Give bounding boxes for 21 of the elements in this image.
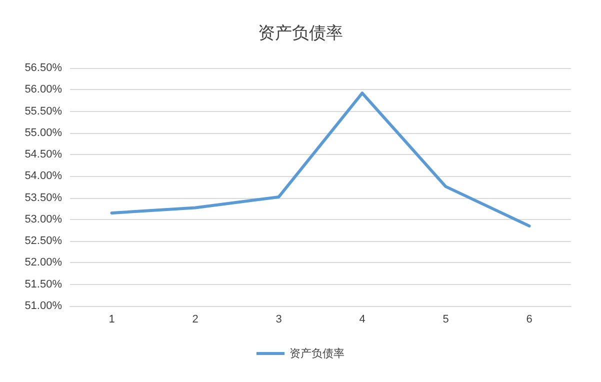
y-tick-label: 54.00% xyxy=(24,170,62,182)
legend-label: 资产负债率 xyxy=(290,347,344,360)
x-tick-label: 6 xyxy=(526,314,532,326)
y-tick-label: 55.50% xyxy=(24,105,62,118)
x-tick-label: 2 xyxy=(192,314,198,326)
y-tick-label: 53.50% xyxy=(24,192,62,204)
y-tick-label: 55.00% xyxy=(24,126,62,139)
line-series xyxy=(110,92,531,228)
x-tick-label: 1 xyxy=(108,314,115,326)
y-tick-label: 52.50% xyxy=(24,235,62,248)
y-tick-label: 52.00% xyxy=(24,256,62,269)
x-tick-label: 5 xyxy=(442,314,449,326)
y-tick-label: 54.50% xyxy=(24,148,62,161)
y-tick-label: 51.50% xyxy=(24,278,62,290)
x-tick-label: 3 xyxy=(276,314,282,326)
y-tick-label: 51.00% xyxy=(24,300,62,312)
chart-title: 资产负债率 xyxy=(258,24,343,44)
y-tick-label: 53.00% xyxy=(24,213,62,226)
y-tick-label: 56.00% xyxy=(24,84,62,96)
x-tick-label: 4 xyxy=(359,314,366,326)
y-tick-label: 56.50% xyxy=(24,62,62,74)
